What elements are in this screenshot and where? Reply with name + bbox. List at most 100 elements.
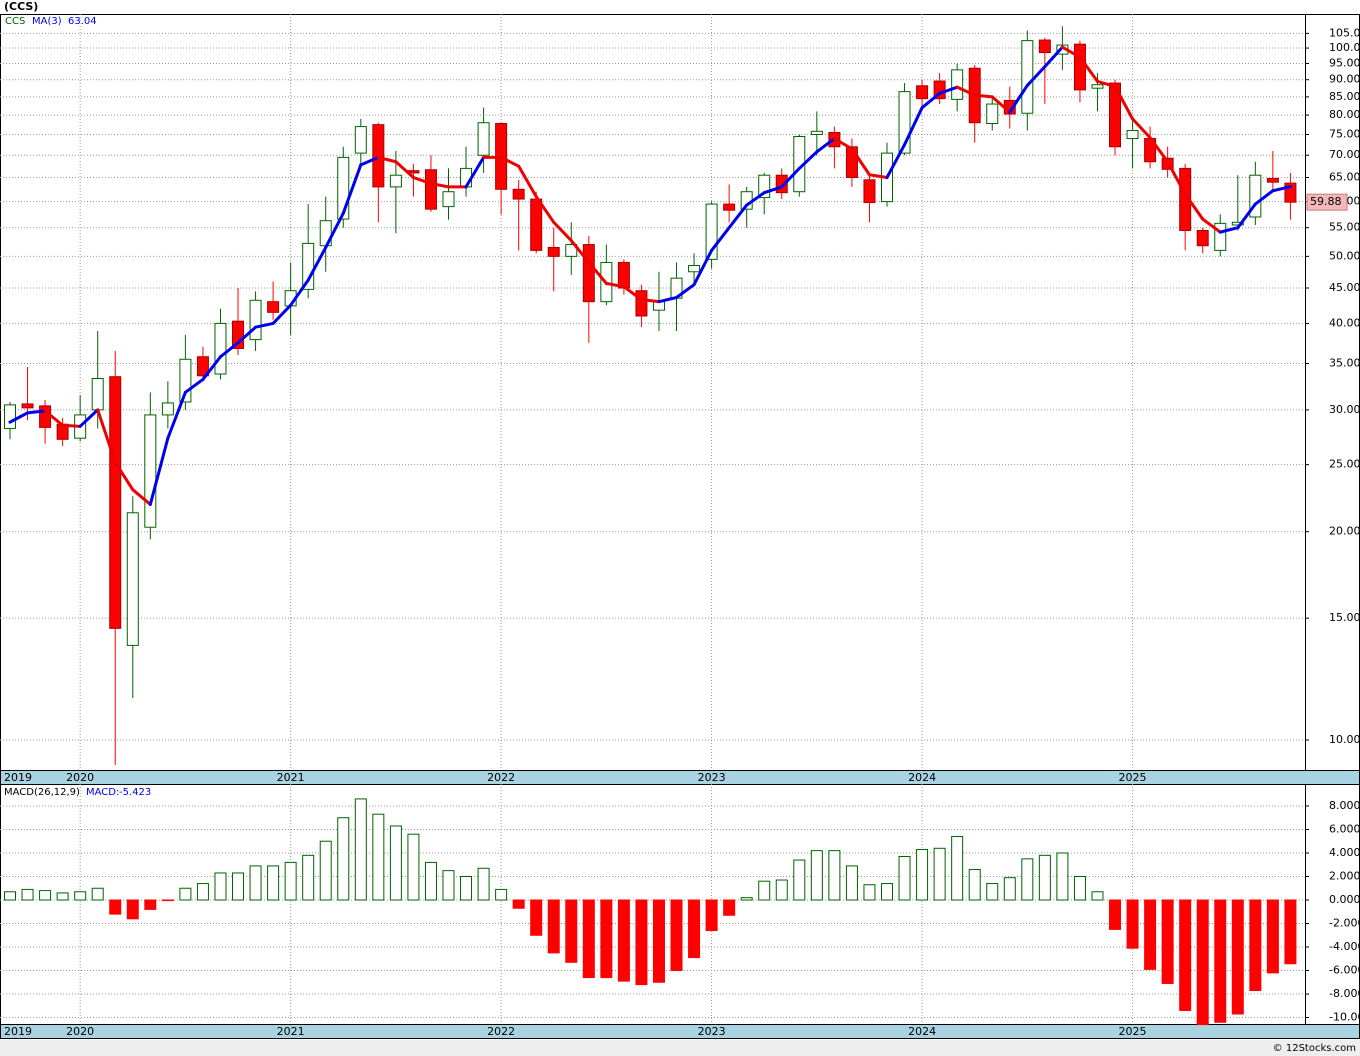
y-tick-label: -6.000: [1329, 964, 1360, 977]
y-tick-label: 50.00: [1329, 249, 1360, 262]
candle-body: [951, 69, 964, 100]
y-tick-label: 40.00: [1329, 316, 1360, 329]
candle-body: [144, 414, 157, 528]
macd-bar: [179, 887, 192, 901]
ma-line: [1025, 65, 1047, 87]
ma-line: [289, 278, 310, 307]
macd-bar: [389, 825, 402, 901]
macd-bar: [951, 836, 964, 901]
candle-body: [547, 246, 560, 257]
candle-body: [232, 320, 245, 349]
candle-body: [161, 402, 174, 416]
candle-body: [424, 169, 437, 210]
macd-bar: [1231, 899, 1244, 1015]
macd-bar: [74, 891, 87, 901]
ma-line: [1201, 217, 1222, 234]
macd-bar: [284, 861, 297, 901]
candle-body: [4, 404, 16, 429]
x-tick-label: 2023: [698, 1025, 726, 1038]
macd-bar: [1179, 899, 1192, 1011]
macd-bar: [460, 875, 473, 901]
macd-bar: [1021, 858, 1034, 901]
ma-line: [832, 137, 854, 151]
candle-body: [1196, 229, 1209, 247]
macd-bar: [319, 840, 332, 901]
macd-bar: [793, 859, 806, 901]
macd-bar: [1126, 899, 1139, 949]
y-tick-label: -8.000: [1329, 987, 1360, 1000]
legend-label: MACD:: [86, 787, 119, 798]
ma-line: [201, 355, 222, 381]
candle-body: [1266, 177, 1279, 183]
y-tick-label: -10.000: [1329, 1011, 1360, 1024]
ma-line: [955, 85, 977, 97]
chart-title: (CCS): [4, 0, 38, 13]
x-tick-label: 2024: [908, 1025, 936, 1038]
legend-value: -5.423: [119, 787, 151, 798]
ma-line: [692, 248, 714, 287]
ma-line: [1113, 84, 1135, 121]
ma-line: [867, 173, 889, 180]
macd-bar: [705, 899, 718, 932]
x-tick-label: 2022: [487, 1025, 515, 1038]
ma-line: [341, 163, 363, 215]
y-tick-label: 90.00: [1329, 73, 1360, 86]
candle-body: [1249, 174, 1262, 218]
ma-line: [850, 147, 871, 177]
macd-bar: [933, 847, 946, 901]
macd-bar: [530, 899, 543, 936]
ma-line: [464, 155, 486, 189]
candle-body: [530, 198, 543, 251]
macd-bar: [214, 872, 227, 901]
macd-bar: [232, 872, 245, 901]
macd-bar: [196, 883, 209, 901]
candle-body: [337, 156, 350, 220]
y-tick-label: 105.00: [1329, 26, 1360, 39]
ma-line: [973, 93, 994, 99]
candle-body: [863, 179, 876, 204]
macd-bar: [21, 888, 34, 901]
ma-line: [938, 85, 959, 95]
candle-body: [635, 290, 648, 317]
candle-body: [1214, 222, 1227, 251]
macd-bar: [477, 867, 490, 901]
candle-body: [723, 203, 736, 211]
y-tick-label: 2.000: [1329, 869, 1360, 882]
candle-body: [512, 188, 525, 200]
x-tick-label: 2022: [487, 771, 515, 784]
ma-line: [657, 296, 679, 304]
ma-line: [1271, 185, 1292, 193]
candle-body: [775, 174, 788, 194]
ma-line: [1095, 79, 1117, 88]
time-axis: [0, 1024, 1360, 1039]
y-tick-label: -2.000: [1329, 917, 1360, 930]
candle-body: [1109, 82, 1122, 148]
legend-ma: MA(3): [32, 16, 62, 27]
ma-line: [359, 155, 380, 167]
y-tick-label: 70.00: [1329, 148, 1360, 161]
candle-body: [442, 191, 455, 208]
macd-bar: [845, 865, 858, 901]
y-tick-label: 55.00: [1329, 221, 1360, 234]
candle-body: [302, 242, 315, 290]
last-price-box: [1306, 193, 1348, 211]
ma-line: [113, 460, 135, 492]
candle-body: [1091, 84, 1104, 89]
ma-line: [376, 155, 398, 164]
macd-bar: [1214, 899, 1227, 1023]
macd-bar: [407, 833, 420, 901]
candle-body: [845, 146, 858, 179]
candle-body: [810, 130, 823, 136]
x-tick-label: 2021: [277, 1025, 305, 1038]
macd-bar: [1091, 891, 1104, 901]
y-tick-label: 4.000: [1329, 846, 1360, 859]
macd-bar: [442, 870, 455, 901]
ma-line: [587, 260, 608, 285]
macd-bar: [617, 899, 630, 982]
ma-line: [780, 166, 801, 189]
candle-body: [267, 301, 280, 313]
macd-bar: [91, 887, 104, 901]
ma-line: [148, 436, 170, 506]
y-tick-label: 10.00: [1329, 733, 1360, 746]
